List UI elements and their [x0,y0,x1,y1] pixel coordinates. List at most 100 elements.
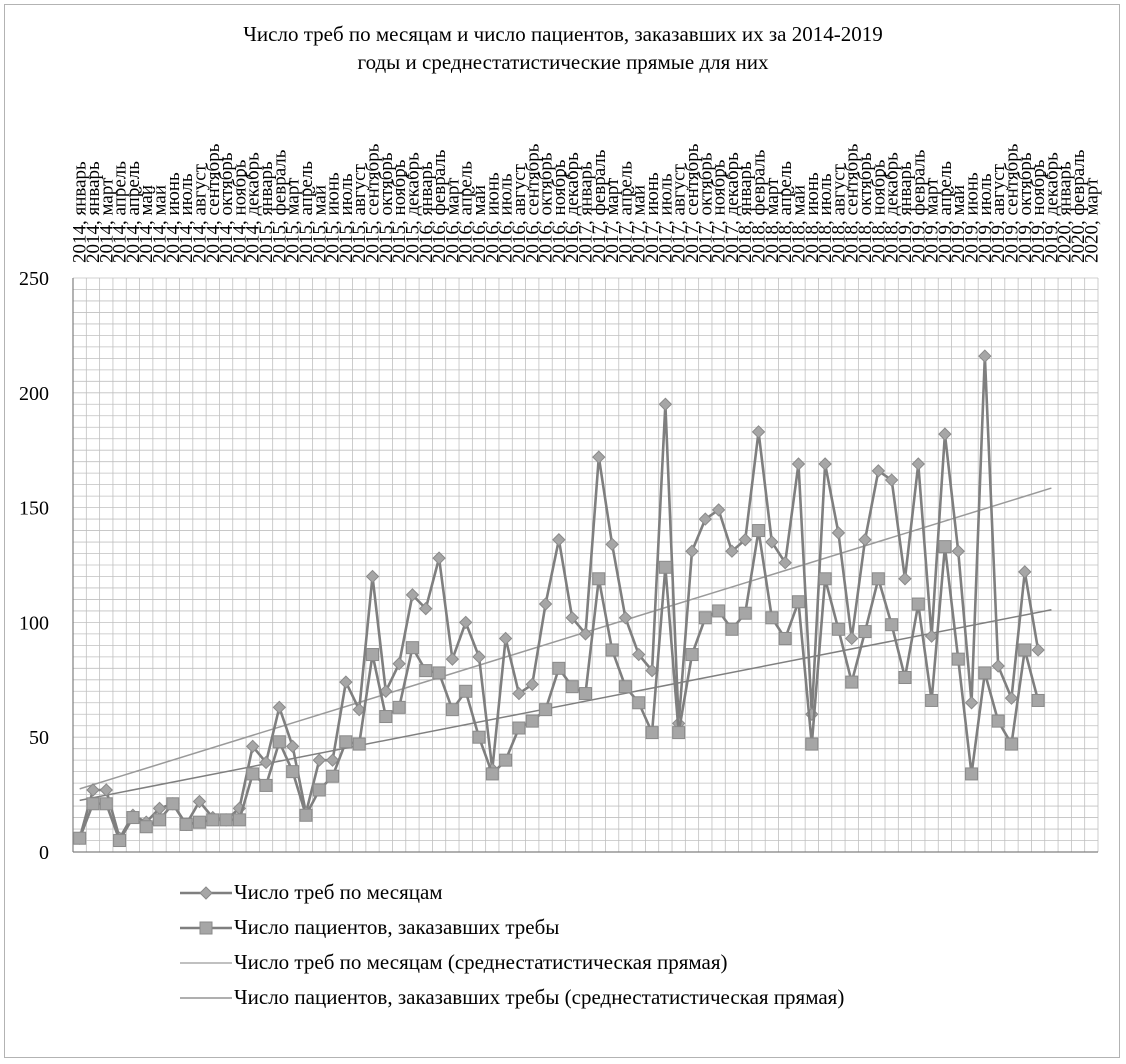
x-tick-label: 2017, июль [655,173,676,263]
y-tick-label: 100 [19,612,49,634]
data-point-patients [645,726,659,740]
data-point-patients [312,783,326,797]
data-point-requests [552,533,566,547]
data-point-requests [938,427,952,441]
data-point-requests [285,739,300,754]
x-tick-label: 2019, февраль [908,149,929,263]
data-point-requests [751,425,766,439]
data-point-requests [379,684,393,698]
x-tick-label: 2016, октябрь [536,152,557,263]
data-point-requests [538,597,553,611]
x-tick-label: 2016, февраль [429,149,450,263]
x-tick-label: 2014, январь [70,161,91,263]
data-point-patients [86,797,100,811]
x-tick-label: 2014, октябрь [216,152,237,263]
x-tick-label: 2018, июнь [802,172,823,263]
data-point-patients [366,648,380,662]
data-point-requests [698,512,713,526]
data-point-requests [991,659,1005,673]
y-tick-label: 50 [29,727,49,749]
data-point-patients [179,817,193,831]
x-tick-label: 2015, декабрь [402,152,423,263]
x-tick-label: 2015, сентябрь [363,143,384,263]
data-point-patients [99,797,113,811]
data-point-patients [153,813,167,827]
data-point-requests [432,551,446,565]
data-point-patients [658,560,672,574]
data-point-patients [339,735,353,749]
data-point-requests [618,611,633,625]
data-point-requests [818,457,832,471]
data-point-patients [765,611,779,625]
data-point-requests [978,349,992,363]
x-tick-label: 2017, сентябрь [682,143,703,263]
data-point-requests [246,739,260,754]
data-point-patients [299,808,313,822]
x-tick-label: 2015, март [283,177,304,263]
data-point-patients [858,625,872,639]
data-point-patients [206,813,220,827]
data-point-patients [845,675,859,689]
data-point-patients [605,643,619,657]
data-point-patients [565,680,579,694]
y-tick-label: 0 [39,842,49,864]
data-point-requests [352,702,366,717]
x-tick-label: 2020, январь [1055,161,1076,263]
legend-item-requests-trend: Число треб по месяцам (среднестатистичес… [180,945,844,980]
data-point-requests [86,783,100,797]
data-point-requests [578,627,593,641]
x-tick-label: 2014, апрель [110,161,131,263]
data-point-patients [512,721,526,735]
data-point-patients [592,572,606,586]
data-point-patients [978,666,992,680]
x-tick-label: 2017, декабрь [722,152,743,263]
data-point-patients [991,714,1005,728]
data-point-patients [951,652,965,666]
data-point-requests [924,629,939,643]
x-tick-label: 2019, март [922,177,943,263]
x-tick-label: 2015, январь [256,161,277,263]
data-point-patients [871,572,885,586]
x-tick-label: 2014, май [136,185,157,263]
data-point-requests [658,397,673,411]
series-line [78,530,1040,844]
data-point-requests [1018,565,1032,579]
data-point-patients [938,540,952,554]
data-point-patients [379,710,393,724]
data-point-patients [698,611,712,625]
data-point-patients [552,661,566,675]
data-point-requests [498,631,513,646]
x-tick-label: 2014, ноябрь [229,159,250,263]
x-tick-label: 2017, октябрь [695,152,716,263]
data-point-requests [791,457,806,471]
x-tick-label: 2018, март [762,177,783,263]
x-tick-label: 2015, май [309,185,330,263]
data-point-patients [499,753,513,767]
data-point-requests [632,647,646,662]
data-point-patients [352,737,366,751]
data-point-patients [432,666,446,680]
legend-swatch-square [180,921,232,934]
x-tick-label: 2014, март [96,177,117,263]
x-tick-label: 2017, ноябрь [709,159,730,263]
data-point-requests [419,601,433,616]
x-tick-label: 2015, апрель [296,161,317,263]
chart-frame [4,4,1120,1058]
x-tick-label: 2019, июнь [962,172,983,263]
data-point-patients [725,622,739,636]
data-point-patients [539,703,553,717]
data-point-requests [845,631,859,646]
data-point-requests [711,503,726,517]
data-point-requests [392,657,406,671]
data-point-requests [951,544,965,558]
x-tick-label: 2020, февраль [1068,149,1089,263]
data-point-requests [192,794,207,809]
data-point-patients [618,680,632,694]
data-point-requests [858,533,872,547]
y-tick-label: 150 [19,498,49,520]
data-point-patients [805,737,819,751]
legend-label: Число треб по месяцам [234,880,443,904]
data-point-patients [525,714,539,728]
chart-title: Число треб по месяцам и число пациентов,… [243,22,883,74]
data-point-patients [405,641,419,655]
